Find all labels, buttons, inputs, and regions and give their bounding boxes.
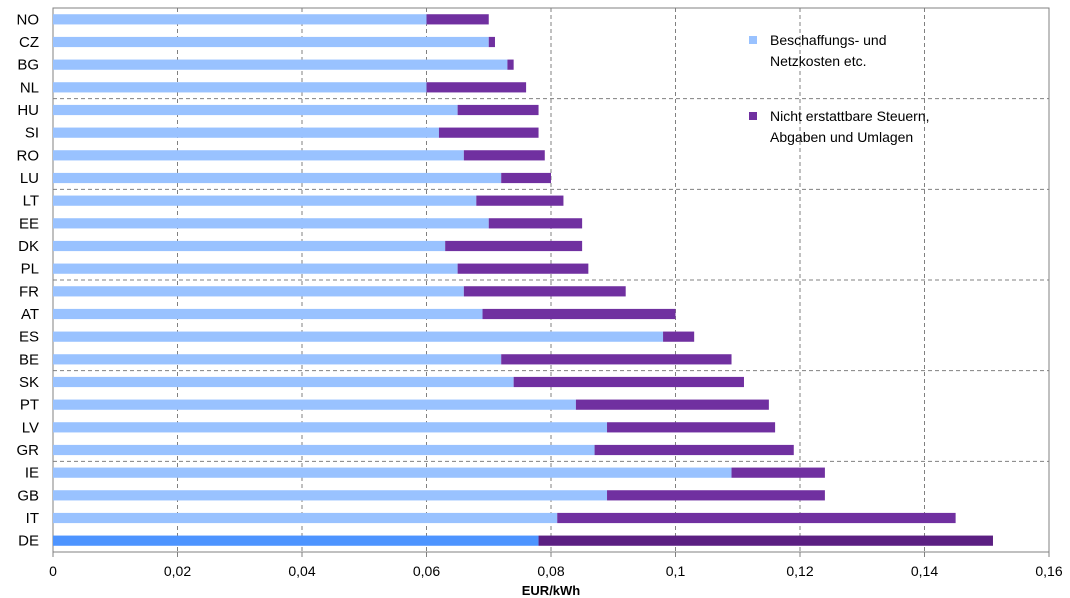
- bar-dk-series-1: [53, 240, 446, 252]
- bar-pl-series-1: [53, 263, 458, 274]
- legend-label-2: Nicht erstattbare Steuern,: [770, 108, 930, 124]
- bar-be-series-2: [501, 354, 732, 365]
- category-label-ie: IE: [25, 465, 39, 482]
- x-tick-label: 0,14: [911, 563, 938, 579]
- bar-sk-series-1: [53, 376, 514, 388]
- bar-lv-series-2: [607, 422, 776, 433]
- bar-pt-series-1: [53, 399, 576, 410]
- bar-at-series-2: [482, 308, 676, 320]
- bar-ro-series-1: [53, 150, 464, 161]
- bar-be-series-1: [53, 354, 502, 365]
- x-axis-title: EUR/kWh: [522, 583, 581, 598]
- category-label-hu: HU: [17, 102, 39, 119]
- category-label-es: ES: [19, 329, 39, 346]
- x-tick-label: 0,12: [786, 563, 813, 579]
- x-tick-label: 0,02: [164, 563, 191, 579]
- bar-pl-series-2: [457, 263, 589, 274]
- x-tick-label: 0,16: [1035, 563, 1062, 579]
- bar-ie-series-1: [53, 467, 732, 478]
- bar-bg-series-1: [53, 59, 508, 70]
- bar-cz-series-1: [53, 36, 489, 48]
- legend: Beschaffungs- und Netzkosten etc. Nicht er…: [749, 32, 930, 145]
- x-ticks: 0 0,02 0,04 0,06 0,08 0,1 0,12 0,14 0,16: [49, 552, 1063, 579]
- bar-bg-series-2: [507, 59, 514, 70]
- bar-ro-series-2: [463, 150, 545, 161]
- bar-gr-series-1: [53, 444, 595, 456]
- category-labels: NO CZ BG NL HU SI RO LU LT EE DK PL FR AT ES BE SK PT LV GR…: [17, 11, 40, 549]
- category-label-nl: NL: [20, 79, 39, 96]
- category-label-ro: RO: [17, 147, 40, 164]
- bar-ee-series-2: [488, 218, 583, 229]
- bar-hu-series-2: [457, 104, 539, 116]
- bar-pt-series-2: [575, 399, 769, 410]
- bar-lu-series-2: [501, 172, 551, 184]
- category-label-lt: LT: [23, 193, 39, 210]
- x-tick-label: 0,06: [413, 563, 440, 579]
- x-tick-label: 0,04: [288, 563, 315, 579]
- bar-lu-series-1: [53, 172, 502, 184]
- bar-gb-series-1: [53, 490, 608, 501]
- bar-cz-series-2: [488, 36, 495, 48]
- category-label-dk: DK: [18, 238, 39, 255]
- bar-no-series-1: [53, 14, 427, 25]
- bar-si-series-1: [53, 127, 439, 138]
- category-label-fr: FR: [19, 283, 39, 300]
- bar-hu-series-1: [53, 104, 458, 116]
- bar-it-series-2: [557, 512, 956, 524]
- bar-no-series-2: [426, 14, 489, 25]
- category-label-de: DE: [18, 533, 39, 550]
- category-label-be: BE: [19, 351, 39, 368]
- bar-at-series-1: [53, 308, 483, 320]
- bar-it-series-1: [53, 512, 558, 524]
- bar-si-series-2: [438, 127, 539, 138]
- legend-swatch-2: [749, 112, 757, 120]
- bar-ie-series-2: [731, 467, 825, 478]
- legend-label-2: Abgaben und Umlagen: [770, 129, 913, 145]
- bar-gb-series-2: [607, 490, 825, 501]
- category-label-pl: PL: [21, 261, 39, 278]
- category-label-no: NO: [17, 11, 40, 28]
- category-label-it: IT: [26, 510, 39, 527]
- category-label-gb: GB: [17, 487, 39, 504]
- category-label-cz: CZ: [19, 34, 39, 51]
- x-tick-label: 0,08: [537, 563, 564, 579]
- category-label-pt: PT: [20, 397, 39, 414]
- bar-fr-series-2: [463, 286, 626, 297]
- bar-gr-series-2: [594, 444, 794, 456]
- x-tick-label: 0,1: [666, 563, 686, 579]
- category-label-gr: GR: [17, 442, 40, 459]
- bar-nl-series-1: [53, 82, 427, 93]
- bar-lt-series-2: [476, 195, 564, 206]
- bar-lv-series-1: [53, 422, 608, 433]
- bar-fr-series-1: [53, 286, 464, 297]
- bars: [53, 14, 993, 546]
- category-label-at: AT: [21, 306, 39, 323]
- bar-dk-series-2: [445, 240, 583, 252]
- grid: [53, 8, 1049, 552]
- bar-ee-series-1: [53, 218, 489, 229]
- bar-es-series-1: [53, 331, 664, 342]
- legend-label-1: Netzkosten etc.: [770, 53, 867, 69]
- category-label-lu: LU: [20, 170, 39, 187]
- bar-sk-series-2: [513, 376, 744, 388]
- legend-swatch-1: [749, 36, 757, 44]
- category-label-ee: EE: [19, 215, 39, 232]
- bar-de-series-2: [538, 535, 993, 546]
- bar-de-series-1: [53, 535, 539, 546]
- category-label-sk: SK: [19, 374, 39, 391]
- category-label-si: SI: [25, 125, 39, 142]
- category-label-bg: BG: [17, 57, 39, 74]
- bar-es-series-2: [663, 331, 695, 342]
- bar-lt-series-1: [53, 195, 477, 206]
- x-tick-label: 0: [49, 563, 57, 579]
- category-label-lv: LV: [22, 419, 39, 436]
- bar-nl-series-2: [426, 82, 527, 93]
- legend-label-1: Beschaffungs- und: [770, 32, 887, 48]
